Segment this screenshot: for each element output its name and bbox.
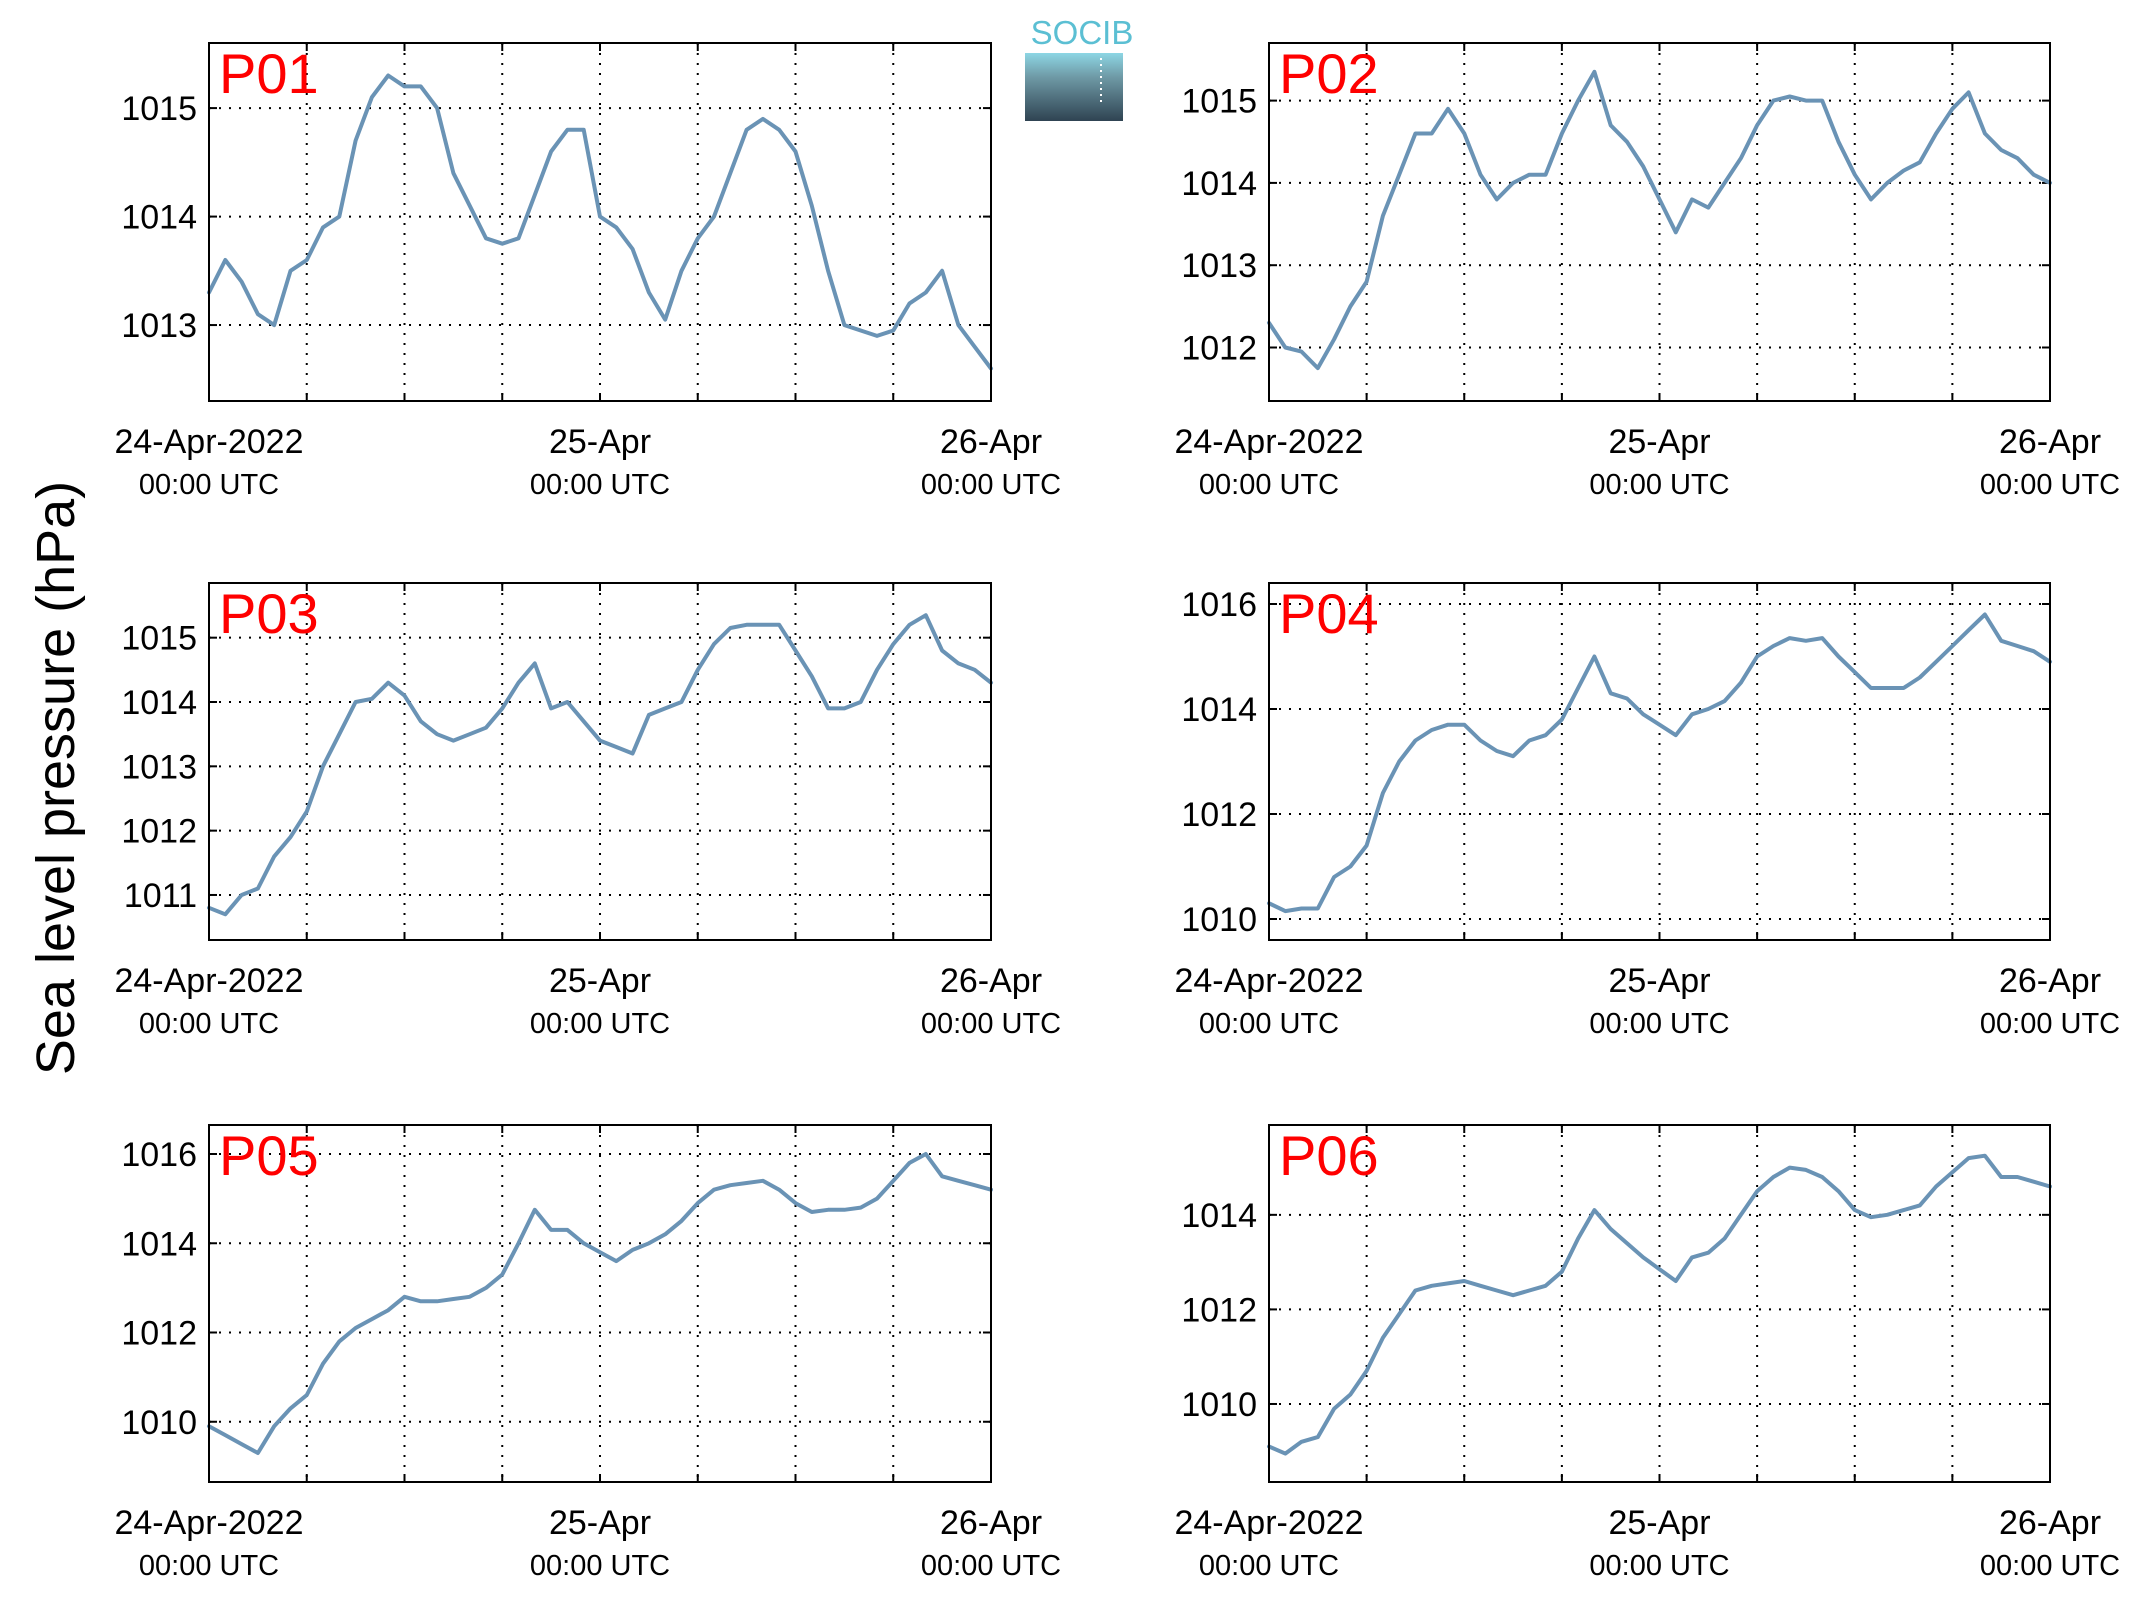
panel-p03-ytick-label: 1013 bbox=[121, 748, 197, 786]
panel-p05-xtick-label-date: 25-Apr bbox=[549, 1504, 651, 1542]
panel-p06: 1010 1012 1014 24-Apr-2022 00:00 UTC 25-Apr 00… bbox=[1174, 1124, 2120, 1582]
panel-p05-axes-box bbox=[208, 1124, 992, 1483]
panel-p01: 1013 1014 1015 24-Apr-2022 00:00 UTC 25-Apr 00… bbox=[114, 42, 1061, 501]
panel-p05-xtick-label-time: 00:00 UTC bbox=[921, 1550, 1061, 1582]
socib-logo-mark bbox=[1025, 53, 1123, 121]
panel-p05-xtick-label-date: 24-Apr-2022 bbox=[114, 1504, 303, 1542]
panel-p04-xtick-label-date: 25-Apr bbox=[1608, 962, 1710, 1000]
panel-p02-xtick-label-time: 00:00 UTC bbox=[1589, 469, 1729, 501]
panel-p06-xtick-label-time: 00:00 UTC bbox=[1980, 1550, 2120, 1582]
panel-p01-label: P01 bbox=[219, 42, 319, 105]
panel-p01-xtick-label-date: 26-Apr bbox=[940, 423, 1042, 461]
panel-p03-ytick-label: 1014 bbox=[121, 684, 197, 722]
panel-p04-axes-box bbox=[1268, 582, 2051, 941]
panels: 1013 1014 1015 24-Apr-2022 00:00 UTC 25-Apr 00… bbox=[114, 42, 2120, 1582]
panel-p06-ytick-label: 1014 bbox=[1181, 1197, 1257, 1235]
panel-p01-xtick-label-date: 25-Apr bbox=[549, 423, 651, 461]
panel-p06-xtick-label-date: 25-Apr bbox=[1608, 1504, 1710, 1542]
panel-p04-ytick-label: 1012 bbox=[1181, 796, 1257, 834]
panel-p06-ytick-label: 1010 bbox=[1181, 1386, 1257, 1424]
panel-p03-xtick-label-time: 00:00 UTC bbox=[921, 1008, 1061, 1040]
panel-p04-ytick-label: 1010 bbox=[1181, 901, 1257, 939]
panel-p05-ytick-label: 1010 bbox=[121, 1404, 197, 1442]
panel-p02-xtick-label-date: 24-Apr-2022 bbox=[1174, 423, 1363, 461]
panel-p03-label: P03 bbox=[219, 582, 319, 645]
panel-p05-xtick-label-date: 26-Apr bbox=[940, 1504, 1042, 1542]
panel-p02-ytick-label: 1015 bbox=[1181, 83, 1257, 121]
figure-ylabel: Sea level pressure (hPa) bbox=[26, 481, 86, 1075]
panel-p02-xtick-label-date: 25-Apr bbox=[1608, 423, 1710, 461]
panel-p05-xtick-label-time: 00:00 UTC bbox=[139, 1550, 279, 1582]
panel-p04-xtick-label-time: 00:00 UTC bbox=[1199, 1008, 1339, 1040]
panel-p06-xtick-label-time: 00:00 UTC bbox=[1199, 1550, 1339, 1582]
panel-p04-ytick-label: 1016 bbox=[1181, 586, 1257, 624]
panel-p02-xtick-label-time: 00:00 UTC bbox=[1980, 469, 2120, 501]
panel-p03-xtick-label-date: 26-Apr bbox=[940, 962, 1042, 1000]
panel-p05: 1010 1012 1014 1016 24-Apr-2022 00:00 UTC 25-A… bbox=[114, 1124, 1061, 1582]
panel-p03-ytick-label: 1011 bbox=[124, 877, 197, 915]
panel-p01-ytick-label: 1013 bbox=[121, 307, 197, 345]
socib-logo-text: SOCIB bbox=[1031, 14, 1134, 51]
panel-p02: 1012 1013 1014 1015 24-Apr-2022 00:00 UTC 25-A… bbox=[1174, 42, 2120, 501]
panel-p06-ytick-label: 1012 bbox=[1181, 1291, 1257, 1329]
panel-p02-ytick-label: 1014 bbox=[1181, 165, 1257, 203]
panel-p04-xtick-label-date: 24-Apr-2022 bbox=[1174, 962, 1363, 1000]
panel-p01-xtick-label-time: 00:00 UTC bbox=[921, 469, 1061, 501]
panel-p06-xtick-label-date: 26-Apr bbox=[1999, 1504, 2101, 1542]
panel-p01-ytick-label: 1014 bbox=[121, 199, 197, 237]
panel-p05-xtick-label-time: 00:00 UTC bbox=[530, 1550, 670, 1582]
panel-p03-xtick-label-date: 25-Apr bbox=[549, 962, 651, 1000]
panel-p04-xtick-label-time: 00:00 UTC bbox=[1589, 1008, 1729, 1040]
panel-p04-xtick-label-time: 00:00 UTC bbox=[1980, 1008, 2120, 1040]
panel-p01-xtick-label-date: 24-Apr-2022 bbox=[114, 423, 303, 461]
panel-p06-series-line bbox=[1267, 1153, 2052, 1456]
panel-p03-xtick-label-time: 00:00 UTC bbox=[530, 1008, 670, 1040]
panel-p05-ytick-label: 1016 bbox=[121, 1136, 197, 1174]
panel-p03-xtick-label-time: 00:00 UTC bbox=[139, 1008, 279, 1040]
panel-p04-xtick-label-date: 26-Apr bbox=[1999, 962, 2101, 1000]
panel-p03-xtick-label-date: 24-Apr-2022 bbox=[114, 962, 303, 1000]
panel-p01-ytick-label: 1015 bbox=[121, 90, 197, 128]
panel-p02-ytick-label: 1013 bbox=[1181, 247, 1257, 285]
panel-p06-label: P06 bbox=[1279, 1124, 1379, 1187]
panel-p04-label: P04 bbox=[1279, 582, 1379, 645]
panel-p06-xtick-label-date: 24-Apr-2022 bbox=[1174, 1504, 1363, 1542]
panel-p02-ytick-label: 1012 bbox=[1181, 330, 1257, 368]
panel-p04: 1010 1012 1014 1016 24-Apr-2022 00:00 UTC 25-A… bbox=[1174, 582, 2120, 1040]
panel-p02-xtick-label-time: 00:00 UTC bbox=[1199, 469, 1339, 501]
panel-p01-series-line bbox=[207, 73, 993, 371]
panel-p05-ytick-label: 1012 bbox=[121, 1315, 197, 1353]
panel-p05-ytick-label: 1014 bbox=[121, 1225, 197, 1263]
panel-p03-axes-box bbox=[208, 582, 992, 941]
panel-p01-xtick-label-time: 00:00 UTC bbox=[530, 469, 670, 501]
socib-logo: SOCIB bbox=[1025, 14, 1133, 121]
panel-p03: 1011 1012 1013 1014 1015 24-Apr-2022 00:00 UTC… bbox=[114, 582, 1061, 1040]
panel-p02-axes-box bbox=[1268, 42, 2051, 402]
panel-p02-xtick-label-date: 26-Apr bbox=[1999, 423, 2101, 461]
panel-p03-ytick-label: 1015 bbox=[121, 620, 197, 658]
panel-p05-label: P05 bbox=[219, 1124, 319, 1187]
panel-p03-ytick-label: 1012 bbox=[121, 813, 197, 851]
panel-p03-series-line bbox=[207, 613, 993, 917]
panel-p05-series-line bbox=[207, 1152, 993, 1455]
panel-p06-xtick-label-time: 00:00 UTC bbox=[1589, 1550, 1729, 1582]
panel-p04-series-line bbox=[1267, 612, 2052, 914]
panel-p02-series-line bbox=[1267, 69, 2052, 371]
panel-p02-label: P02 bbox=[1279, 42, 1379, 105]
panel-p01-axes-box bbox=[208, 42, 992, 402]
panel-p04-ytick-label: 1014 bbox=[1181, 691, 1257, 729]
panel-p01-xtick-label-time: 00:00 UTC bbox=[139, 469, 279, 501]
panel-p06-axes-box bbox=[1268, 1124, 2051, 1483]
